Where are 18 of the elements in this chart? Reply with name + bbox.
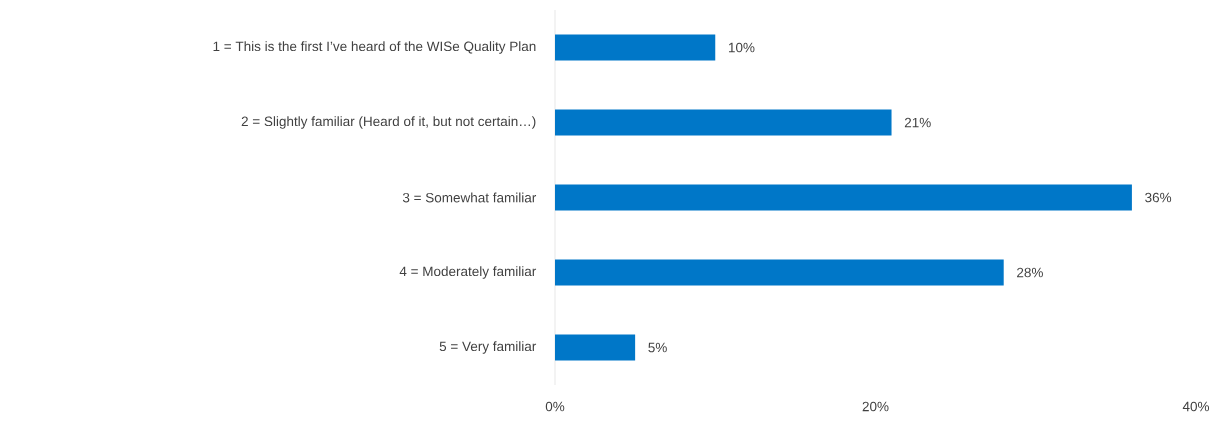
- x-tick-label: 0%: [545, 401, 565, 412]
- data-label: 21%: [904, 117, 931, 128]
- y-tick-label: 5 = Very familiar: [439, 341, 537, 354]
- y-tick-label: 3 = Somewhat familiar: [402, 192, 537, 203]
- y-tick-label: 1 = This is the first I’ve heard of the WISe Quality Plan: [213, 41, 536, 54]
- data-label: 5%: [648, 342, 667, 353]
- data-label: 28%: [1017, 267, 1043, 278]
- y-tick-label: 2 = Slightly familiar (Heard of it, but not certain…): [241, 116, 536, 129]
- x-tick-label: 20%: [862, 401, 889, 412]
- bar: [555, 184, 1132, 211]
- data-label: 36%: [1145, 192, 1172, 203]
- x-tick-label: 40%: [1182, 401, 1210, 412]
- bar: [555, 259, 1004, 286]
- bar: [555, 109, 892, 136]
- data-label: 10%: [728, 42, 755, 53]
- bar: [555, 34, 716, 61]
- bar: [555, 334, 636, 361]
- y-tick-label: 4 = Moderately familiar: [399, 266, 537, 279]
